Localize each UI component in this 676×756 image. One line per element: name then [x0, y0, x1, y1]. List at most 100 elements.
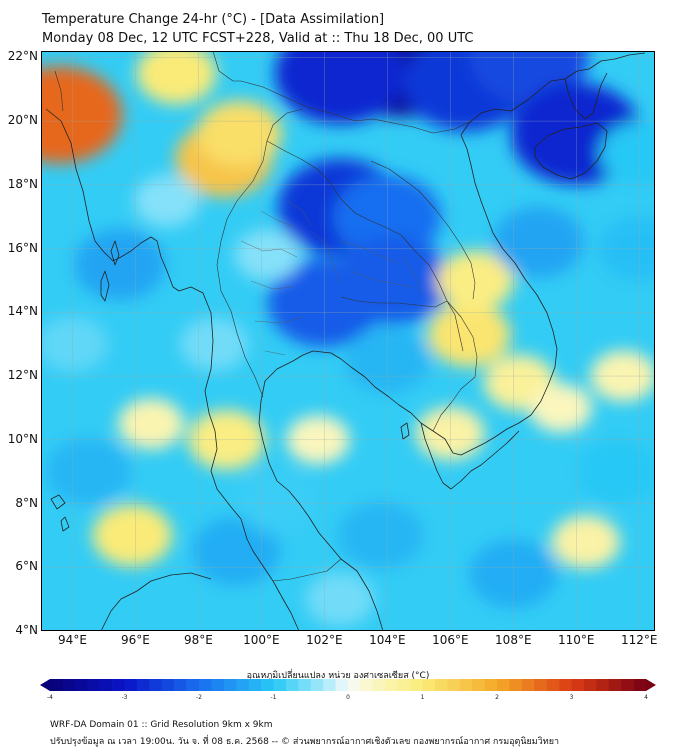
lat-tick-label: 18°N: [7, 176, 38, 191]
colorbar-tick-label: 2: [495, 694, 499, 701]
anomaly-cell-39: [599, 121, 655, 184]
province-lines: [240, 200, 422, 356]
colorbar-segment: [261, 679, 274, 691]
chart-subtitle: Monday 08 Dec, 12 UTC FCST+228, Valid at…: [42, 31, 474, 46]
map-panel[interactable]: [41, 51, 655, 631]
anomaly-cell-18: [118, 398, 185, 450]
colorbar-segment: [422, 679, 436, 691]
colorbar-max-extend: [646, 679, 656, 691]
anomaly-cell-1: [274, 51, 406, 125]
coastline-delta: [420, 422, 520, 490]
colorbar-segment: [136, 679, 150, 691]
island-phu-quoc: [400, 422, 410, 440]
anomaly-cell-31: [492, 206, 585, 278]
anomaly-cell-14: [436, 250, 515, 311]
colorbar-segment: [211, 679, 225, 691]
colorbar-segment: [472, 679, 485, 691]
colorbar-tick-label: -3: [121, 694, 128, 701]
anomaly-cell-12: [136, 51, 217, 105]
colorbar-segment: [397, 679, 411, 691]
border-laos-vietnam: [370, 160, 476, 300]
colorbar-min-extend: [40, 679, 50, 691]
chart-title: Temperature Change 24-hr (°C) - [Data As…: [42, 12, 385, 27]
colorbar-segment: [372, 679, 386, 691]
colorbar-segment: [633, 679, 647, 691]
colorbar-segment: [583, 679, 597, 691]
border-myanmar-china: [212, 51, 241, 82]
anomaly-cell-33: [234, 229, 301, 281]
lon-tick-label: 102°E: [306, 633, 343, 647]
footer-credit: ปรับปรุงข้อมูล ณ เวลา 19:00น. วัน จ. ที่…: [50, 737, 560, 747]
colorbar-segment: [285, 679, 299, 691]
colorbar-segment: [87, 679, 100, 691]
anomaly-cell-36: [305, 572, 375, 626]
anomaly-cell-26: [192, 517, 281, 586]
lat-tick-label: 12°N: [7, 368, 38, 383]
island-andaman-1: [100, 270, 110, 302]
coastline-sumatra: [100, 572, 212, 631]
colorbar-segment: [559, 679, 572, 691]
colorbar-segment: [434, 679, 448, 691]
colorbar-segment: [335, 679, 349, 691]
colorbar-segment: [348, 679, 361, 691]
anomaly-cell-13: [427, 302, 511, 367]
colorbar-segment: [459, 679, 473, 691]
lat-tick-label: 16°N: [7, 240, 38, 255]
anomaly-cell-38: [41, 316, 109, 372]
anomaly-cell-24: [74, 229, 166, 300]
island-andaman-2: [110, 240, 120, 266]
colorbar-segment: [534, 679, 547, 691]
colorbar-segment: [62, 679, 76, 691]
colorbar-segment: [149, 679, 163, 691]
colorbar-tick-label: 3: [569, 694, 574, 701]
colorbar-segment: [223, 679, 237, 691]
border-thailand-laos: [266, 140, 448, 302]
anomaly-cell-21: [551, 515, 621, 569]
lat-tick-label: 4°N: [15, 623, 38, 637]
lon-tick-label: 104°E: [369, 633, 406, 647]
colorbar-tick-label: -4: [47, 694, 53, 701]
border-myanmar-laos: [266, 108, 304, 142]
colorbar-segment: [385, 679, 398, 691]
colorbar: [40, 679, 656, 691]
colorbar-tick-label: 0: [346, 694, 350, 701]
lat-tick-label: 10°N: [7, 431, 38, 446]
colorbar-segment: [186, 679, 200, 691]
lon-tick-label: 98°E: [183, 633, 213, 647]
anomaly-cell-27: [338, 502, 424, 569]
coastline-vietnam: [452, 108, 558, 456]
colorbar-segment: [621, 679, 634, 691]
colorbar-segment: [484, 679, 498, 691]
colorbar-segment: [74, 679, 88, 691]
anomaly-cell-22: [528, 383, 593, 433]
anomaly-cell-8: [336, 236, 451, 325]
colorbar-segment: [509, 679, 523, 691]
colorbar-segment: [608, 679, 622, 691]
island-nicobar-1: [50, 494, 66, 510]
lat-tick-label: 20°N: [7, 113, 38, 128]
colorbar-segment: [447, 679, 461, 691]
temperature-change-map: [41, 51, 655, 631]
colorbar-tick-label: 1: [420, 694, 425, 701]
colorbar-segment: [248, 679, 262, 691]
island-hainan: [534, 122, 608, 180]
colorbar-segment: [410, 679, 423, 691]
lon-tick-label: 96°E: [121, 633, 150, 647]
colorbar-segment: [521, 679, 535, 691]
colorbar-segment: [571, 679, 585, 691]
lon-tick-label: 112°E: [621, 633, 658, 647]
border-thailand-malaysia: [272, 558, 342, 582]
anomaly-cell-37: [133, 175, 200, 227]
map-frame: [41, 51, 655, 631]
colorbar-segment: [310, 679, 324, 691]
colorbar-segment: [360, 679, 374, 691]
anomaly-cell-29: [577, 440, 655, 503]
border-thailand-cambodia: [340, 296, 464, 352]
coastline-west: [45, 108, 300, 631]
colorbar-segment: [124, 679, 138, 691]
lat-tick-label: 14°N: [7, 304, 38, 319]
lon-tick-label: 100°E: [243, 633, 280, 647]
colorbar-segment: [497, 679, 510, 691]
colorbar-segment: [112, 679, 125, 691]
lat-tick-label: 22°N: [7, 49, 38, 64]
